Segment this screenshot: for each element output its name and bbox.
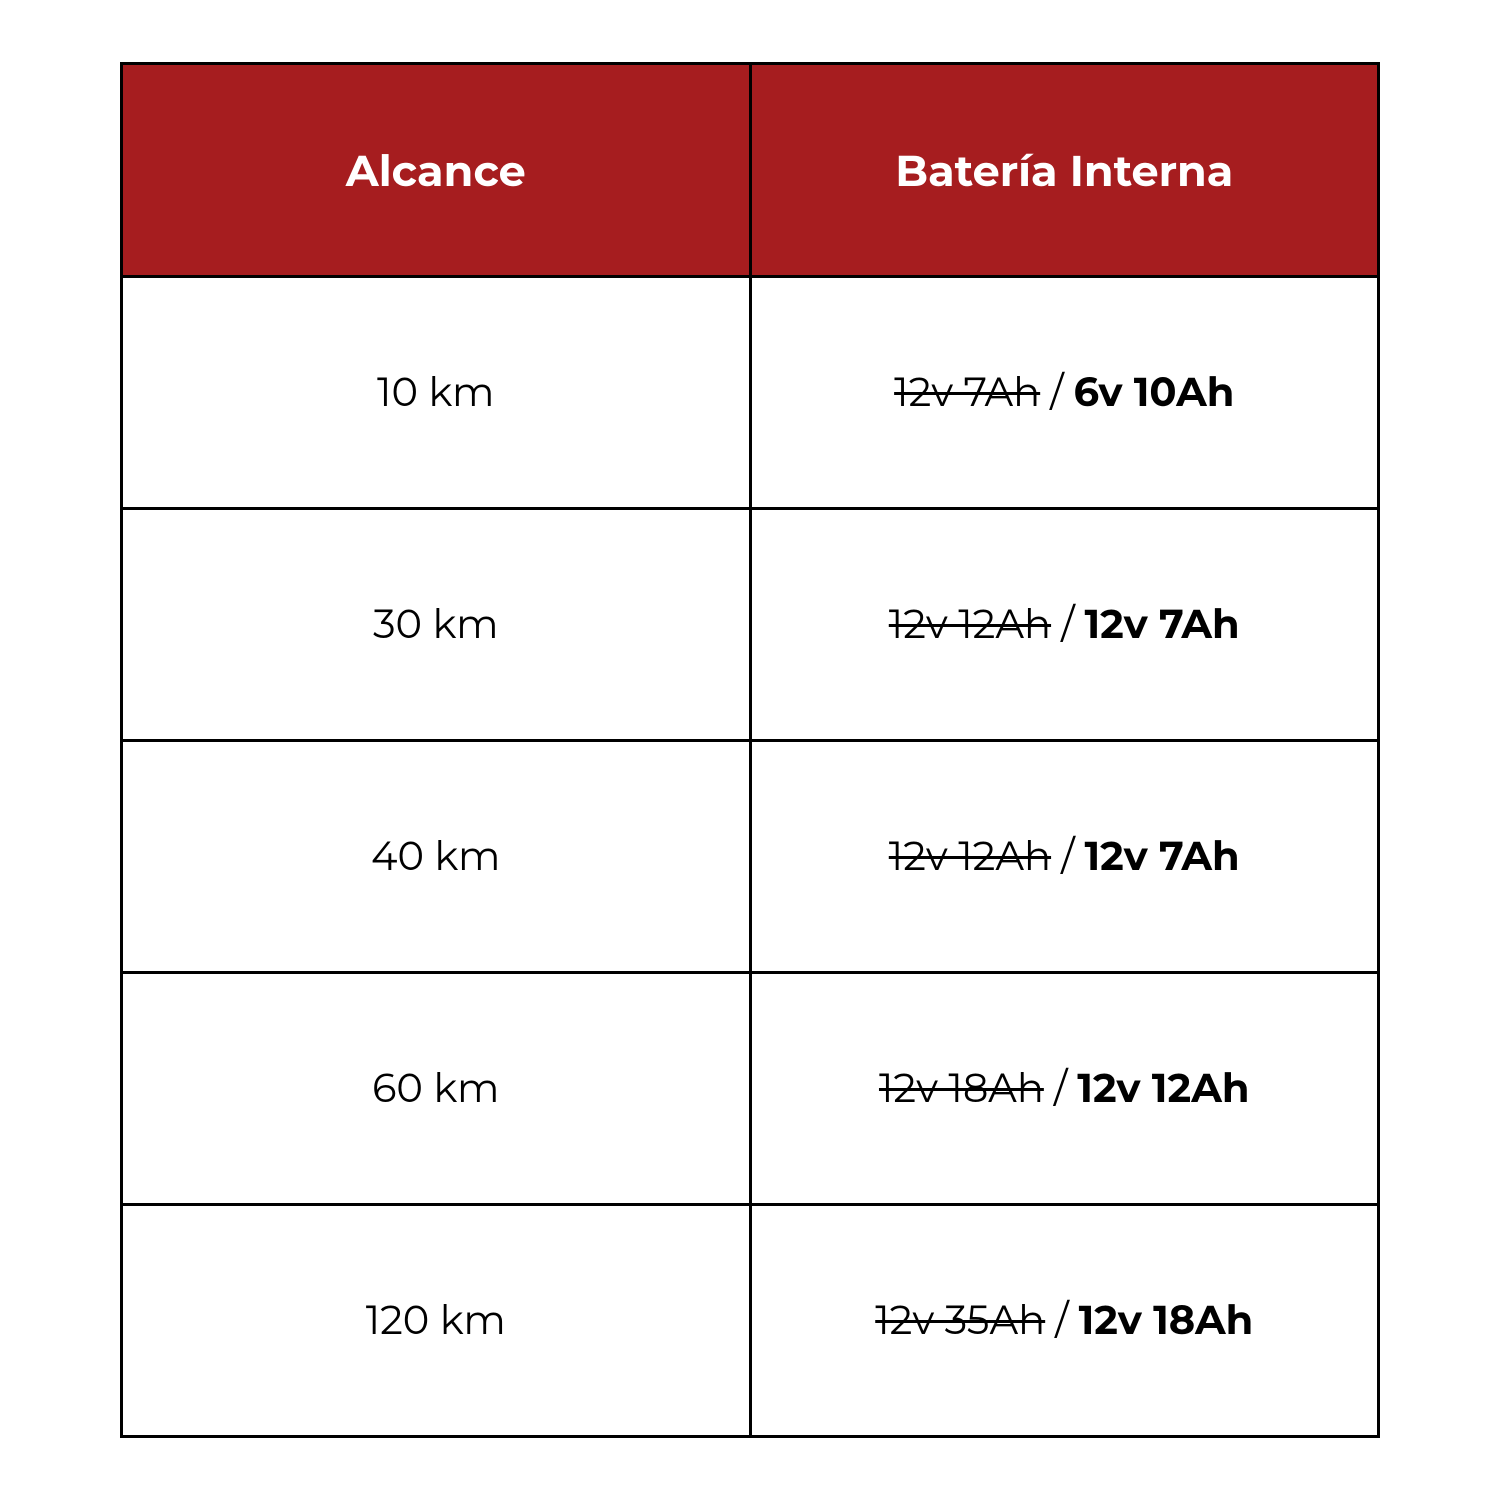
battery-cell: 12v 18Ah / 12v 12Ah: [752, 974, 1378, 1203]
table-row: 10 km 12v 7Ah / 6v 10Ah: [123, 275, 1377, 507]
battery-old-value: 12v 12Ah: [889, 600, 1051, 649]
table-row: 30 km 12v 12Ah / 12v 7Ah: [123, 507, 1377, 739]
battery-cell: 12v 12Ah / 12v 7Ah: [752, 510, 1378, 739]
battery-separator: /: [1054, 1064, 1067, 1113]
battery-old-value: 12v 12Ah: [889, 832, 1051, 881]
battery-table: Alcance Batería Interna 10 km 12v 7Ah / …: [120, 62, 1380, 1438]
battery-cell: 12v 12Ah / 12v 7Ah: [752, 742, 1378, 971]
battery-separator: /: [1050, 368, 1063, 417]
battery-new-value: 12v 18Ah: [1079, 1296, 1254, 1345]
header-label-bateria: Batería Interna: [895, 144, 1233, 197]
range-value: 30 km: [373, 600, 499, 649]
range-cell: 60 km: [123, 974, 752, 1203]
battery-value: 12v 18Ah / 12v 12Ah: [879, 1064, 1250, 1113]
battery-new-value: 12v 12Ah: [1077, 1064, 1249, 1113]
range-cell: 120 km: [123, 1206, 752, 1435]
battery-new-value: 12v 7Ah: [1084, 832, 1239, 881]
range-value: 60 km: [372, 1064, 499, 1113]
battery-value: 12v 12Ah / 12v 7Ah: [889, 832, 1240, 881]
battery-old-value: 12v 18Ah: [879, 1064, 1044, 1113]
header-alcance: Alcance: [123, 65, 752, 275]
battery-old-value: 12v 35Ah: [875, 1296, 1045, 1345]
range-cell: 10 km: [123, 278, 752, 507]
battery-separator: /: [1061, 832, 1074, 881]
table-row: 120 km 12v 35Ah / 12v 18Ah: [123, 1203, 1377, 1435]
table-row: 40 km 12v 12Ah / 12v 7Ah: [123, 739, 1377, 971]
range-cell: 40 km: [123, 742, 752, 971]
battery-value: 12v 35Ah / 12v 18Ah: [875, 1296, 1253, 1345]
header-label-alcance: Alcance: [346, 144, 526, 197]
battery-value: 12v 12Ah / 12v 7Ah: [889, 600, 1240, 649]
range-value: 10 km: [377, 368, 494, 417]
table-header-row: Alcance Batería Interna: [123, 65, 1377, 275]
battery-new-value: 6v 10Ah: [1074, 368, 1235, 417]
battery-cell: 12v 35Ah / 12v 18Ah: [752, 1206, 1378, 1435]
battery-separator: /: [1061, 600, 1074, 649]
table-row: 60 km 12v 18Ah / 12v 12Ah: [123, 971, 1377, 1203]
battery-new-value: 12v 7Ah: [1084, 600, 1239, 649]
range-cell: 30 km: [123, 510, 752, 739]
battery-separator: /: [1055, 1296, 1068, 1345]
battery-old-value: 12v 7Ah: [894, 368, 1040, 417]
battery-value: 12v 7Ah / 6v 10Ah: [894, 368, 1234, 417]
range-value: 120 km: [366, 1296, 506, 1345]
header-bateria: Batería Interna: [752, 65, 1378, 275]
battery-cell: 12v 7Ah / 6v 10Ah: [752, 278, 1378, 507]
range-value: 40 km: [371, 832, 500, 881]
